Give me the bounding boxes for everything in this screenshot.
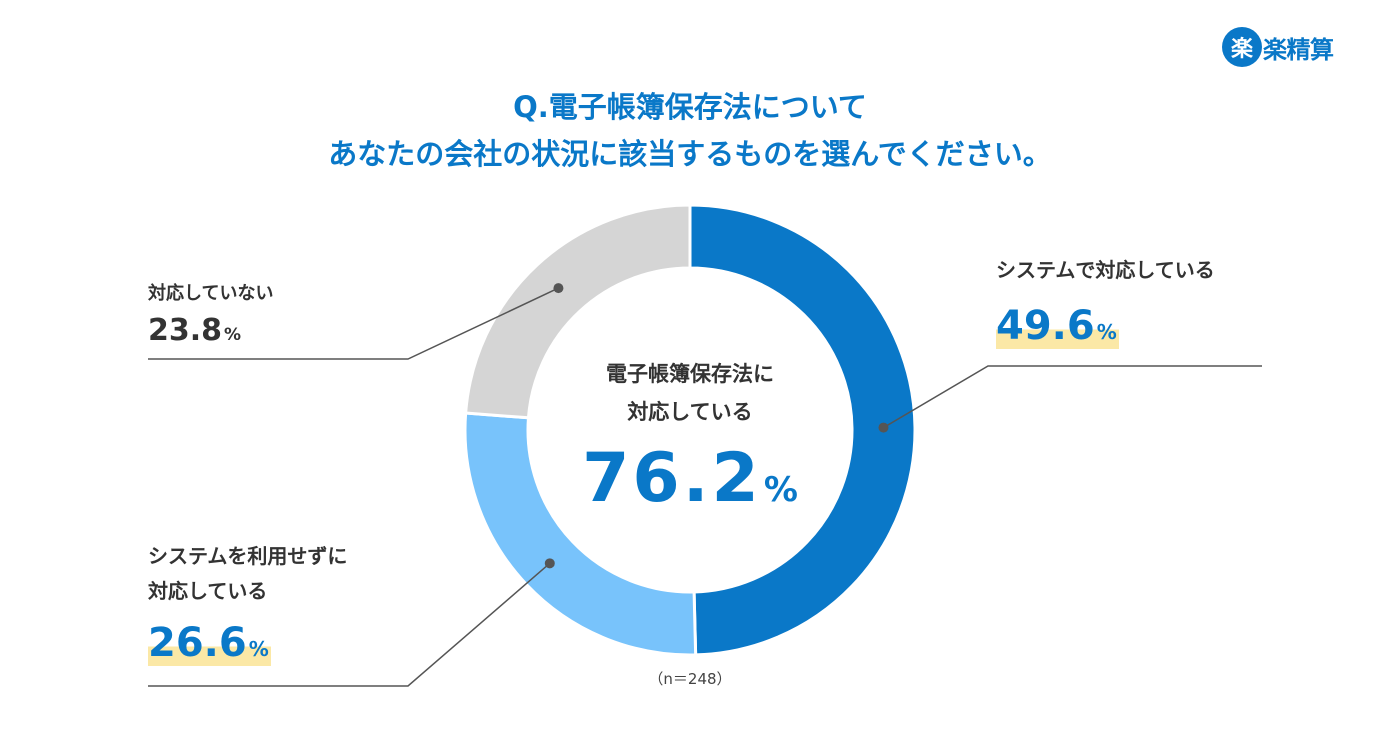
- slice-value-manual: 26.6%: [148, 620, 271, 666]
- center-label: 電子帳簿保存法に 対応している: [540, 355, 840, 431]
- slice-label-system: システムで対応している: [996, 258, 1215, 282]
- brand-logo: 楽 楽精算: [1222, 27, 1334, 67]
- slice-value-system: 49.6%: [996, 303, 1119, 349]
- leader-lines: [148, 283, 1262, 687]
- center-value-number: 76.2: [582, 439, 762, 518]
- slice-value-none-unit: %: [224, 325, 242, 345]
- donut-slice-none: [464, 203, 692, 420]
- slice-label-manual-line-2: 対応している: [148, 579, 268, 603]
- chart-title: Q.電子帳簿保存法について あなたの会社の状況に該当するものを選んでください。: [0, 84, 1380, 178]
- sample-size: （n＝248）: [648, 670, 732, 688]
- brand-mark-icon: 楽: [1222, 27, 1262, 67]
- center-value-unit: %: [763, 470, 798, 510]
- chart-title-line-2: あなたの会社の状況に該当するものを選んでください。: [328, 137, 1052, 171]
- leader-line-system: [883, 365, 1262, 429]
- donut-slice-system: [688, 203, 917, 657]
- donut-slice-manual: [463, 411, 698, 657]
- slice-label-manual-line-1: システムを利用せずに: [148, 544, 348, 568]
- slice-value-system-number: 49.6: [996, 303, 1095, 349]
- brand-name: 楽精算: [1263, 35, 1334, 64]
- center-label-line-1: 電子帳簿保存法に: [606, 362, 774, 386]
- leader-line-manual-dot: [544, 558, 555, 569]
- slice-value-system-unit: %: [1096, 320, 1117, 344]
- slice-value-none-number: 23.8: [148, 313, 223, 348]
- slice-value-manual-unit: %: [248, 637, 269, 661]
- leader-line-system-dot: [878, 422, 889, 433]
- donut-slices: [463, 203, 917, 657]
- leader-line-manual: [148, 562, 551, 687]
- slice-label-none: 対応していない: [148, 283, 274, 304]
- slice-value-manual-number: 26.6: [148, 620, 247, 666]
- center-label-line-2: 対応している: [627, 400, 753, 424]
- slice-value-none: 23.8%: [148, 316, 241, 346]
- leader-line-none: [148, 287, 559, 360]
- chart-title-line-1: Q.電子帳簿保存法について: [513, 90, 867, 124]
- leader-line-none-dot: [553, 283, 564, 294]
- center-value: 76.2%: [540, 445, 840, 513]
